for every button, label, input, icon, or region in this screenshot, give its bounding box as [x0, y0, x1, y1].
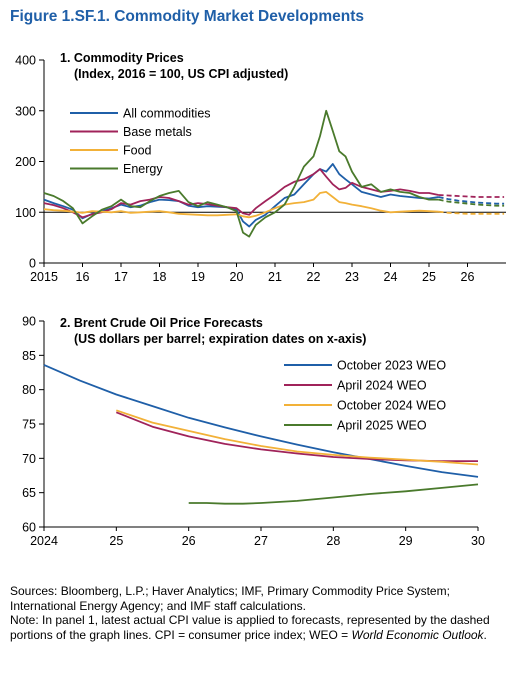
x-tick-label: 23 — [345, 270, 359, 284]
legend-label-base-metals: Base metals — [123, 125, 192, 139]
series-forecast-food — [438, 210, 505, 215]
y-tick-label: 85 — [22, 349, 36, 363]
y-tick-label: 75 — [22, 418, 36, 432]
x-tick-label: 2024 — [30, 534, 58, 548]
legend-label-april-2024-weo: April 2024 WEO — [337, 379, 427, 393]
legend-label-energy: Energy — [123, 162, 163, 176]
series-line-all-commodities — [43, 163, 439, 228]
y-tick-label: 400 — [15, 54, 36, 68]
figure-title: Figure 1.SF.1. Commodity Market Developm… — [10, 8, 365, 25]
x-tick-label: 21 — [268, 270, 282, 284]
note-end: . — [483, 627, 487, 642]
y-tick-label: 0 — [29, 257, 36, 271]
series-forecast-base-metals — [438, 194, 505, 198]
y-tick-label: 100 — [15, 206, 36, 220]
panel2-subtitle: (US dollars per barrel; expiration dates… — [74, 332, 366, 346]
x-tick-label: 25 — [422, 270, 436, 284]
x-tick-label: 28 — [326, 534, 340, 548]
x-tick-label: 30 — [471, 534, 485, 548]
sources-note: Sources: Bloomberg, L.P.; Haver Analytic… — [10, 584, 450, 613]
series-line-energy — [43, 109, 439, 238]
figure-notes: Sources: Bloomberg, L.P.; Haver Analytic… — [10, 584, 515, 642]
y-tick-label: 90 — [22, 315, 36, 329]
y-tick-label: 70 — [22, 452, 36, 466]
y-tick-label: 80 — [22, 383, 36, 397]
y-tick-label: 60 — [22, 521, 36, 535]
x-tick-label: 29 — [399, 534, 413, 548]
legend-label-food: Food — [123, 144, 152, 158]
series-line-food — [43, 191, 439, 219]
x-tick-label: 22 — [307, 270, 321, 284]
commodity-prices-chart: 1. Commodity Prices (Index, 2016 = 100, … — [15, 51, 506, 284]
x-tick-label: 25 — [109, 534, 123, 548]
legend-label-all-commodities: All commodities — [123, 107, 211, 121]
x-tick-label: 16 — [76, 270, 90, 284]
legend-label-april-2025-weo: April 2025 WEO — [337, 419, 427, 433]
series-forecast-energy — [438, 198, 505, 207]
y-tick-label: 300 — [15, 104, 36, 118]
y-tick-label: 200 — [15, 155, 36, 169]
series-line-october-2024-weo — [116, 409, 479, 466]
x-tick-label: 18 — [153, 270, 167, 284]
general-note: Note: In panel 1, latest actual CPI valu… — [10, 613, 515, 642]
panel1-title: 1. Commodity Prices — [60, 51, 184, 65]
y-tick-label: 65 — [22, 486, 36, 500]
panel2-title: 2. Brent Crude Oil Price Forecasts — [60, 316, 263, 330]
x-tick-label: 20 — [230, 270, 244, 284]
x-tick-label: 24 — [384, 270, 398, 284]
x-tick-label: 26 — [461, 270, 475, 284]
series-forecast-all-commodities — [438, 196, 505, 205]
series-line-base-metals — [43, 168, 439, 219]
series-line-october-2023-weo — [43, 364, 479, 478]
panel2-subtitle-text: (US dollars per barrel; expiration dates… — [74, 332, 366, 346]
legend-label-october-2024-weo: October 2024 WEO — [337, 399, 446, 413]
x-tick-label: 27 — [254, 534, 268, 548]
note-italic: World Economic Outlook — [351, 627, 484, 642]
x-tick-label: 17 — [114, 270, 128, 284]
x-tick-label: 2015 — [30, 270, 58, 284]
note-text: Note: In panel 1, latest actual CPI valu… — [10, 613, 490, 642]
legend-label-october-2023-weo: October 2023 WEO — [337, 359, 446, 373]
brent-forecast-chart: 2. Brent Crude Oil Price Forecasts (US d… — [22, 315, 485, 549]
x-tick-label: 19 — [191, 270, 205, 284]
x-tick-label: 26 — [182, 534, 196, 548]
panel1-subtitle: (Index, 2016 = 100, US CPI adjusted) — [74, 67, 288, 81]
series-line-april-2025-weo — [188, 483, 479, 505]
